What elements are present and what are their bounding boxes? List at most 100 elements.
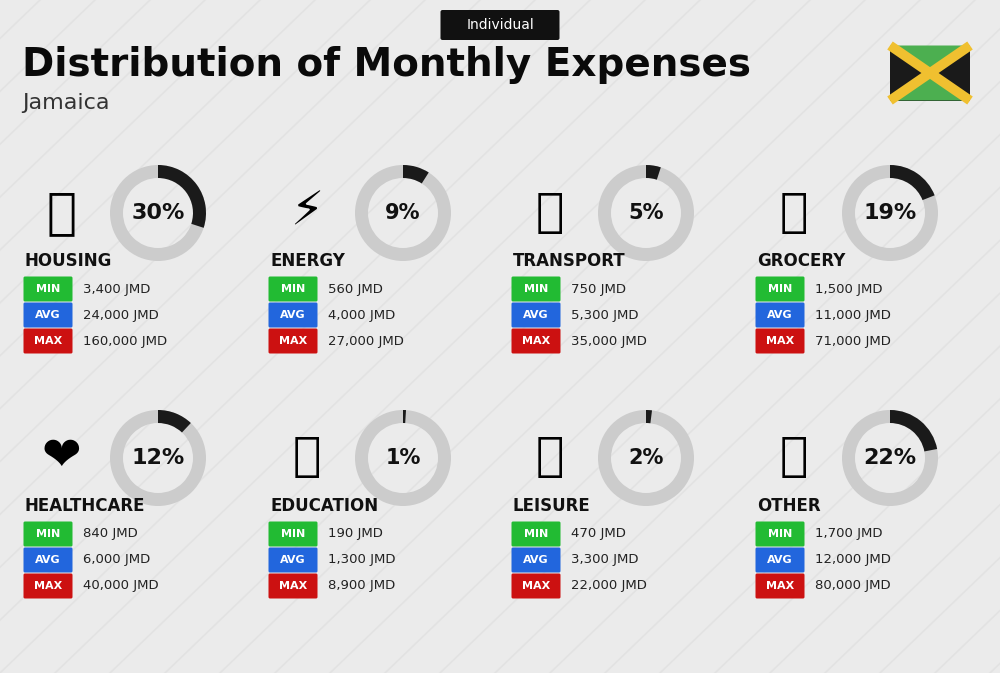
Text: 💰: 💰 — [780, 435, 808, 481]
Text: 30%: 30% — [131, 203, 185, 223]
Text: ❤️: ❤️ — [42, 435, 82, 481]
Wedge shape — [890, 410, 937, 452]
Text: MIN: MIN — [281, 529, 305, 539]
Text: 24,000 JMD: 24,000 JMD — [83, 308, 159, 322]
Text: 1,500 JMD: 1,500 JMD — [815, 283, 883, 295]
Text: 560 JMD: 560 JMD — [328, 283, 383, 295]
Text: MIN: MIN — [768, 529, 792, 539]
Wedge shape — [646, 410, 652, 423]
Text: MAX: MAX — [279, 336, 307, 346]
Wedge shape — [403, 165, 429, 184]
Text: 80,000 JMD: 80,000 JMD — [815, 579, 891, 592]
Text: TRANSPORT: TRANSPORT — [513, 252, 626, 270]
Text: Jamaica: Jamaica — [22, 93, 110, 113]
Text: MAX: MAX — [522, 336, 550, 346]
FancyBboxPatch shape — [756, 277, 804, 302]
FancyBboxPatch shape — [512, 328, 560, 353]
Wedge shape — [355, 410, 451, 506]
Text: 5%: 5% — [628, 203, 664, 223]
Wedge shape — [355, 165, 451, 261]
Wedge shape — [842, 410, 938, 506]
Text: 35,000 JMD: 35,000 JMD — [571, 334, 647, 347]
Polygon shape — [890, 73, 970, 100]
Text: MIN: MIN — [36, 529, 60, 539]
Text: 🛍️: 🛍️ — [536, 435, 564, 481]
Text: 71,000 JMD: 71,000 JMD — [815, 334, 891, 347]
Text: MIN: MIN — [768, 284, 792, 294]
Text: AVG: AVG — [35, 555, 61, 565]
Text: AVG: AVG — [280, 555, 306, 565]
Text: 190 JMD: 190 JMD — [328, 528, 383, 540]
Wedge shape — [158, 165, 206, 228]
Text: AVG: AVG — [523, 555, 549, 565]
Text: LEISURE: LEISURE — [513, 497, 591, 515]
Wedge shape — [158, 410, 191, 433]
Text: MAX: MAX — [34, 581, 62, 591]
Text: 12%: 12% — [131, 448, 185, 468]
Text: MIN: MIN — [524, 284, 548, 294]
FancyBboxPatch shape — [512, 522, 560, 546]
Text: AVG: AVG — [35, 310, 61, 320]
Text: EDUCATION: EDUCATION — [270, 497, 378, 515]
FancyBboxPatch shape — [756, 548, 804, 573]
Text: ⚡: ⚡ — [290, 190, 324, 236]
Text: 11,000 JMD: 11,000 JMD — [815, 308, 891, 322]
Text: 5,300 JMD: 5,300 JMD — [571, 308, 639, 322]
Text: 1,300 JMD: 1,300 JMD — [328, 553, 396, 567]
Text: Individual: Individual — [466, 18, 534, 32]
Text: 12,000 JMD: 12,000 JMD — [815, 553, 891, 567]
Text: 3,400 JMD: 3,400 JMD — [83, 283, 150, 295]
Text: MIN: MIN — [36, 284, 60, 294]
Text: 22,000 JMD: 22,000 JMD — [571, 579, 647, 592]
Text: HOUSING: HOUSING — [25, 252, 112, 270]
Text: ENERGY: ENERGY — [270, 252, 345, 270]
FancyBboxPatch shape — [24, 548, 72, 573]
Text: 🚌: 🚌 — [536, 190, 564, 236]
FancyBboxPatch shape — [512, 573, 560, 598]
Text: MAX: MAX — [34, 336, 62, 346]
FancyBboxPatch shape — [268, 277, 318, 302]
Text: MAX: MAX — [766, 581, 794, 591]
Polygon shape — [890, 46, 970, 73]
FancyBboxPatch shape — [512, 277, 560, 302]
FancyBboxPatch shape — [268, 522, 318, 546]
FancyBboxPatch shape — [268, 573, 318, 598]
FancyBboxPatch shape — [268, 302, 318, 328]
FancyBboxPatch shape — [24, 302, 72, 328]
Text: 1%: 1% — [385, 448, 421, 468]
Text: 🎓: 🎓 — [293, 435, 321, 481]
Wedge shape — [598, 410, 694, 506]
Text: MAX: MAX — [279, 581, 307, 591]
FancyBboxPatch shape — [268, 328, 318, 353]
FancyBboxPatch shape — [512, 302, 560, 328]
Text: MIN: MIN — [524, 529, 548, 539]
FancyBboxPatch shape — [756, 522, 804, 546]
Wedge shape — [842, 165, 938, 261]
Text: 8,900 JMD: 8,900 JMD — [328, 579, 395, 592]
Text: 840 JMD: 840 JMD — [83, 528, 138, 540]
Text: OTHER: OTHER — [757, 497, 821, 515]
Text: 2%: 2% — [628, 448, 664, 468]
Text: 4,000 JMD: 4,000 JMD — [328, 308, 395, 322]
Text: MAX: MAX — [522, 581, 550, 591]
Text: MIN: MIN — [281, 284, 305, 294]
Text: 1,700 JMD: 1,700 JMD — [815, 528, 883, 540]
FancyBboxPatch shape — [24, 522, 72, 546]
Text: 9%: 9% — [385, 203, 421, 223]
Polygon shape — [930, 46, 970, 100]
Text: 40,000 JMD: 40,000 JMD — [83, 579, 159, 592]
Text: AVG: AVG — [767, 310, 793, 320]
Wedge shape — [646, 165, 661, 180]
Text: 22%: 22% — [863, 448, 917, 468]
Text: AVG: AVG — [767, 555, 793, 565]
Text: 🏢: 🏢 — [47, 189, 77, 237]
Text: 750 JMD: 750 JMD — [571, 283, 626, 295]
FancyBboxPatch shape — [24, 328, 72, 353]
FancyBboxPatch shape — [24, 277, 72, 302]
Text: AVG: AVG — [280, 310, 306, 320]
FancyBboxPatch shape — [756, 573, 804, 598]
Text: 🛒: 🛒 — [780, 190, 808, 236]
Text: 3,300 JMD: 3,300 JMD — [571, 553, 639, 567]
Wedge shape — [890, 165, 935, 200]
FancyBboxPatch shape — [268, 548, 318, 573]
